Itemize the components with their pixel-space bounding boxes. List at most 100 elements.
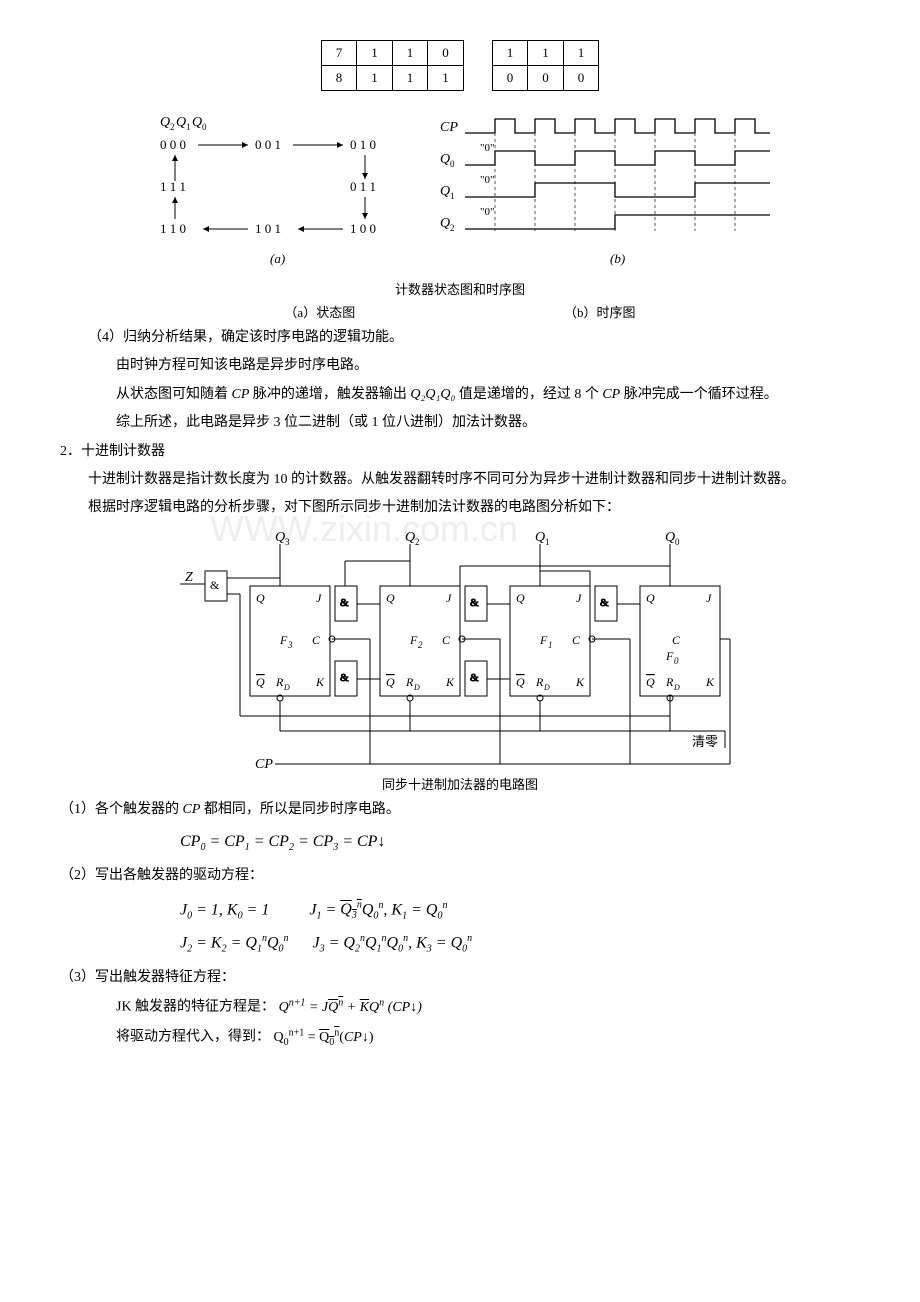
svg-text:Q: Q [646, 591, 655, 605]
svg-text:2: 2 [415, 537, 420, 547]
svg-text:&: & [340, 672, 349, 684]
svg-text:1: 1 [450, 191, 455, 201]
text: CP [183, 802, 201, 817]
svg-text:C: C [312, 633, 321, 647]
svg-text:(a): (a) [270, 251, 285, 266]
diagram-sub-captions: （a）状态图 （b）时序图 [180, 302, 740, 321]
text: （1）各个触发器的 [60, 802, 183, 817]
state-table: 7 1 1 0 1 1 1 8 1 1 1 0 0 0 [321, 40, 600, 91]
svg-text:Q: Q [176, 115, 186, 130]
svg-text:C: C [672, 633, 681, 647]
svg-text:Q: Q [192, 115, 202, 130]
cell: 1 [428, 66, 464, 91]
section4-conclusion: 综上所述，此电路是异步 3 位二进制（或 1 位八进制）加法计数器。 [60, 412, 860, 434]
svg-text:R: R [275, 675, 284, 689]
svg-text:0 1 0: 0 1 0 [350, 137, 376, 152]
svg-text:J: J [706, 591, 712, 605]
svg-text:D: D [543, 683, 550, 692]
svg-text:F: F [539, 633, 548, 647]
svg-text:Q: Q [256, 591, 265, 605]
svg-text:2: 2 [450, 223, 455, 233]
text: JK 触发器的特征方程是： [116, 1000, 275, 1015]
step2: （2）写出各触发器的驱动方程： [60, 865, 860, 887]
svg-text:2: 2 [170, 122, 175, 132]
section2-p2: 根据时序逻辑电路的分析步骤，对下图所示同步十进制加法计数器的电路图分析如下： [60, 497, 860, 519]
svg-text:Q: Q [646, 675, 655, 689]
svg-text:"0": "0" [480, 142, 494, 154]
svg-text:C: C [442, 633, 451, 647]
svg-text:1: 1 [545, 537, 550, 547]
section4-lead: （4）归纳分析结果，确定该时序电路的逻辑功能。 [60, 327, 860, 349]
svg-text:D: D [673, 683, 680, 692]
section2-p1: 十进制计数器是指计数长度为 10 的计数器。从触发器翻转时序不同可分为异步十进制… [60, 469, 860, 491]
svg-text:0: 0 [674, 656, 679, 666]
svg-text:F: F [279, 633, 288, 647]
svg-text:CP: CP [255, 757, 273, 772]
cell: 1 [357, 41, 393, 66]
svg-text:Q: Q [665, 530, 675, 545]
svg-text:1 1 1: 1 1 1 [160, 179, 186, 194]
svg-text:K: K [705, 675, 715, 689]
section2-heading: 2．十进制计数器 [60, 441, 860, 463]
circuit-caption: 同步十进制加法器的电路图 [60, 774, 860, 793]
svg-text:J: J [316, 591, 322, 605]
caption-a: （a）状态图 [284, 302, 355, 321]
svg-text:"0": "0" [480, 174, 494, 186]
svg-text:R: R [405, 675, 414, 689]
svg-text:Q: Q [516, 591, 525, 605]
cell-gap [463, 66, 492, 91]
text: Q₂Q₁Q₀ [410, 387, 455, 402]
svg-text:3: 3 [285, 537, 290, 547]
cell: 1 [392, 41, 428, 66]
text: 从状态图可知随着 [116, 387, 232, 402]
svg-text:0 0 1: 0 0 1 [255, 137, 281, 152]
svg-text:Q: Q [535, 530, 545, 545]
svg-text:D: D [413, 683, 420, 692]
svg-text:1 1 0: 1 1 0 [160, 221, 186, 236]
cell: 1 [492, 41, 528, 66]
svg-text:Q: Q [516, 675, 525, 689]
circuit-diagram: Q3 Q2 Q1 Q0 Z & & & & & & QJ F3 [180, 526, 740, 786]
timing-diagram: CP Q0 Q1 Q2 "0" "0" "0" [440, 111, 770, 271]
svg-text:0 1 1: 0 1 1 [350, 179, 376, 194]
svg-text:0: 0 [675, 537, 680, 547]
svg-text:0: 0 [450, 159, 455, 169]
svg-text:&: & [340, 597, 349, 609]
svg-text:K: K [575, 675, 585, 689]
text: 都相同，所以是同步时序电路。 [200, 802, 400, 817]
svg-text:Q: Q [275, 530, 285, 545]
cell: 0 [428, 41, 464, 66]
svg-text:K: K [445, 675, 455, 689]
text: 脉冲的递增，触发器输出 [249, 387, 410, 402]
cell: 1 [357, 66, 393, 91]
svg-text:&: & [470, 597, 479, 609]
cell: 0 [528, 66, 564, 91]
step1: （1）各个触发器的 CP 都相同，所以是同步时序电路。 [60, 799, 860, 821]
table-row: 8 1 1 1 0 0 0 [321, 66, 599, 91]
svg-text:J: J [446, 591, 452, 605]
step3-sub-a: JK 触发器的特征方程是： Qn+1 = JQn + KQn (CP↓) [60, 995, 860, 1019]
svg-text:1 0 0: 1 0 0 [350, 221, 376, 236]
svg-text:(b): (b) [610, 251, 625, 266]
eq2a: J0 = 1, K0 = 1 J1 = Q3nQ0n, K1 = Q0n [60, 900, 860, 922]
svg-text:CP: CP [440, 120, 458, 135]
svg-text:R: R [665, 675, 674, 689]
svg-text:&: & [210, 578, 220, 592]
cell: 0 [563, 66, 599, 91]
text: 脉冲完成一个循环过程。 [620, 387, 778, 402]
cell: 1 [563, 41, 599, 66]
text: CP [232, 387, 250, 402]
eq2b: J2 = K2 = Q1nQ0n J3 = Q2nQ1nQ0n, K3 = Q0… [60, 933, 860, 955]
svg-text:F: F [409, 633, 418, 647]
svg-text:D: D [283, 683, 290, 692]
svg-text:1: 1 [548, 640, 553, 650]
svg-text:清零: 清零 [692, 734, 718, 749]
svg-text:&: & [470, 672, 479, 684]
svg-text:J: J [576, 591, 582, 605]
svg-text:Q: Q [386, 675, 395, 689]
svg-text:C: C [572, 633, 581, 647]
eq1: CP0 = CP1 = CP2 = CP3 = CP↓ [60, 833, 860, 853]
svg-text:1 0 1: 1 0 1 [255, 221, 281, 236]
svg-text:Q: Q [256, 675, 265, 689]
section4-p2: 从状态图可知随着 CP 脉冲的递增，触发器输出 Q₂Q₁Q₀ 值是递增的，经过 … [60, 384, 860, 406]
